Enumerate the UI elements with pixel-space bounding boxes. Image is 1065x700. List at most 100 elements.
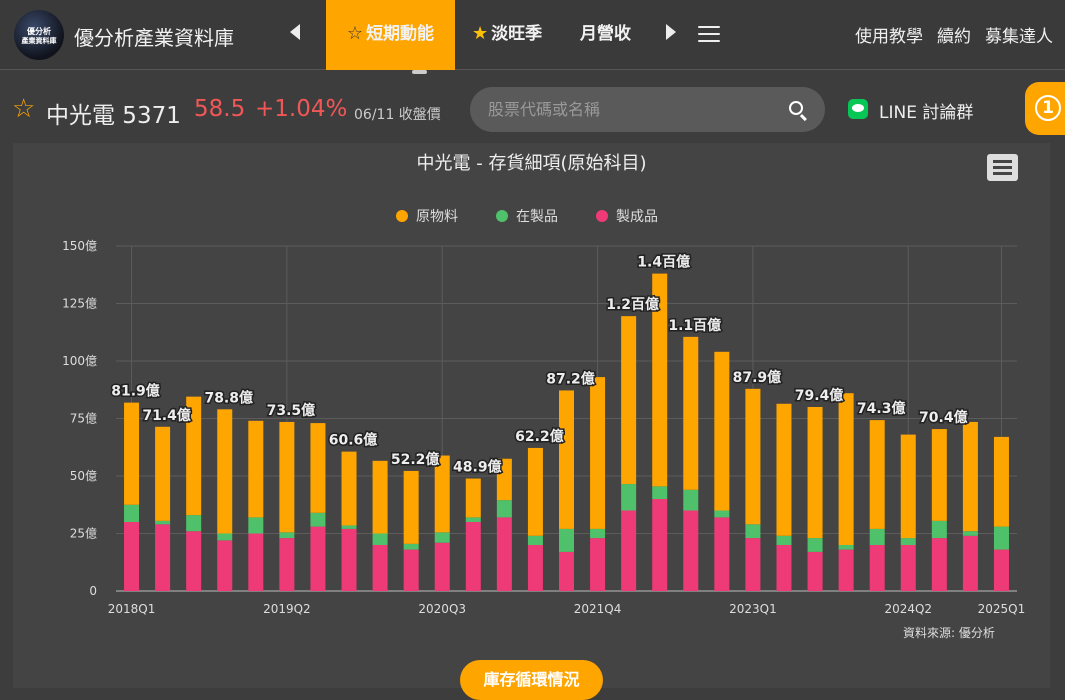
bar-segment — [527, 545, 543, 591]
bar-segment — [962, 531, 978, 536]
bar-segment — [465, 522, 481, 591]
bar-segment — [993, 526, 1009, 550]
bar-segment — [372, 533, 388, 545]
bar-total-label: 52.2億 — [391, 451, 440, 468]
link-renew[interactable]: 續約 — [937, 27, 971, 47]
favorite-star-icon[interactable]: ☆ — [12, 94, 36, 124]
bar-segment — [434, 542, 450, 591]
y-tick-label: 0 — [89, 584, 97, 598]
bar-segment — [807, 551, 823, 591]
nav-next-arrow-icon[interactable] — [666, 24, 676, 40]
bar-segment — [248, 533, 264, 591]
bar-segment — [372, 460, 388, 534]
bar-total-label: 73.5億 — [267, 402, 316, 419]
bar-segment — [683, 336, 699, 490]
x-tick-label: 2023Q1 — [729, 602, 777, 616]
bar-segment — [341, 528, 357, 591]
bar-segment — [341, 525, 357, 529]
stock-price: 58.5 — [194, 96, 246, 122]
site-logo[interactable]: 優分析 產業資料庫 — [14, 10, 64, 60]
bar-segment — [155, 524, 171, 591]
bar-segment — [496, 500, 512, 518]
bar-segment — [838, 549, 854, 591]
bar-segment — [714, 517, 730, 591]
bar-segment — [621, 510, 637, 591]
bar-segment — [527, 447, 543, 536]
logo-line1: 優分析 — [27, 27, 51, 36]
tab-seasonality[interactable]: ★ 淡旺季 — [472, 0, 542, 70]
bar-segment — [124, 402, 140, 505]
bar-segment — [186, 396, 202, 516]
bar-segment — [186, 515, 202, 532]
bar-segment — [496, 517, 512, 591]
y-tick-label: 50億 — [70, 469, 97, 483]
tab-short-term-momentum[interactable]: ☆ 短期動能 — [326, 0, 455, 70]
bar-segment — [217, 533, 233, 541]
bar-segment — [869, 420, 885, 529]
bar-segment — [248, 517, 264, 534]
line-group-link[interactable]: LINE 討論群 — [879, 103, 974, 123]
link-tutorial[interactable]: 使用教學 — [855, 27, 923, 47]
bar-segment — [186, 531, 202, 591]
bar-total-label: 60.6億 — [329, 432, 378, 449]
bar-segment — [714, 351, 730, 511]
bar-segment — [590, 528, 606, 539]
bar-segment — [341, 451, 357, 526]
bar-segment — [683, 510, 699, 591]
bar-segment — [931, 538, 947, 591]
search-input[interactable] — [470, 87, 825, 132]
x-tick-label: 2025Q1 — [978, 602, 1026, 616]
legend-dot — [496, 210, 508, 222]
y-tick-label: 125億 — [62, 297, 97, 311]
legend-label: 製成品 — [616, 209, 658, 225]
inventory-cycle-button[interactable]: 庫存循環情況 — [460, 660, 603, 700]
bar-segment — [838, 545, 854, 550]
bar-segment — [403, 549, 419, 591]
legend-item-finished-goods[interactable]: 製成品 — [596, 206, 658, 226]
bar-total-label: 1.4百億 — [637, 254, 690, 271]
bar-segment — [776, 535, 792, 545]
hamburger-menu-icon[interactable] — [698, 26, 720, 44]
bar-segment — [310, 423, 326, 513]
nav-prev-arrow-icon[interactable] — [290, 24, 300, 40]
bar-total-label: 62.2億 — [515, 428, 564, 445]
bar-segment — [434, 455, 450, 533]
bar-segment — [993, 436, 1009, 527]
legend-item-raw-materials[interactable]: 原物料 — [396, 206, 458, 226]
tab-monthly-revenue[interactable]: 月營收 — [580, 0, 631, 70]
bar-total-label: 87.2億 — [546, 370, 595, 387]
chart-menu-icon[interactable] — [987, 154, 1018, 181]
bar-segment — [807, 538, 823, 552]
line-icon[interactable] — [848, 99, 868, 119]
star-filled-icon: ★ — [472, 23, 489, 44]
bar-segment — [155, 520, 171, 525]
bar-segment — [621, 316, 637, 485]
bar-segment — [931, 429, 947, 521]
search-icon[interactable] — [789, 101, 803, 115]
logo-line2: 產業資料庫 — [21, 37, 57, 45]
link-recruit-expert[interactable]: 募集達人 — [985, 27, 1053, 47]
tab-label: 月營收 — [580, 24, 631, 44]
bar-segment — [590, 538, 606, 591]
notification-badge[interactable]: 1 — [1025, 82, 1065, 135]
stock-date-label: 06/11 收盤價 — [354, 107, 441, 123]
bar-segment — [279, 421, 295, 533]
top-navbar: 優分析 產業資料庫 優分析產業資料庫 ☆ 短期動能 ★ 淡旺季 月營收 使用教學 續約… — [0, 0, 1065, 74]
bar-segment — [993, 549, 1009, 591]
stock-info-bar: ☆ 中光電 5371 58.5 +1.04% 06/11 收盤價 LINE 討論… — [0, 82, 1065, 138]
y-tick-label: 100億 — [62, 354, 97, 368]
site-title[interactable]: 優分析產業資料庫 — [74, 26, 234, 50]
bar-total-label: 48.9億 — [453, 459, 502, 476]
bar-segment — [527, 535, 543, 545]
y-tick-label: 75億 — [70, 412, 97, 426]
legend-item-wip[interactable]: 在製品 — [496, 206, 558, 226]
bar-segment — [217, 409, 233, 534]
legend-dot — [596, 210, 608, 222]
bar-segment — [559, 390, 574, 529]
bar-segment — [124, 504, 140, 522]
x-tick-label: 2018Q1 — [108, 602, 156, 616]
bar-total-label: 78.8億 — [204, 389, 253, 406]
bar-total-label: 79.4億 — [795, 387, 844, 404]
bar-segment — [217, 540, 233, 591]
bar-segment — [745, 524, 761, 539]
